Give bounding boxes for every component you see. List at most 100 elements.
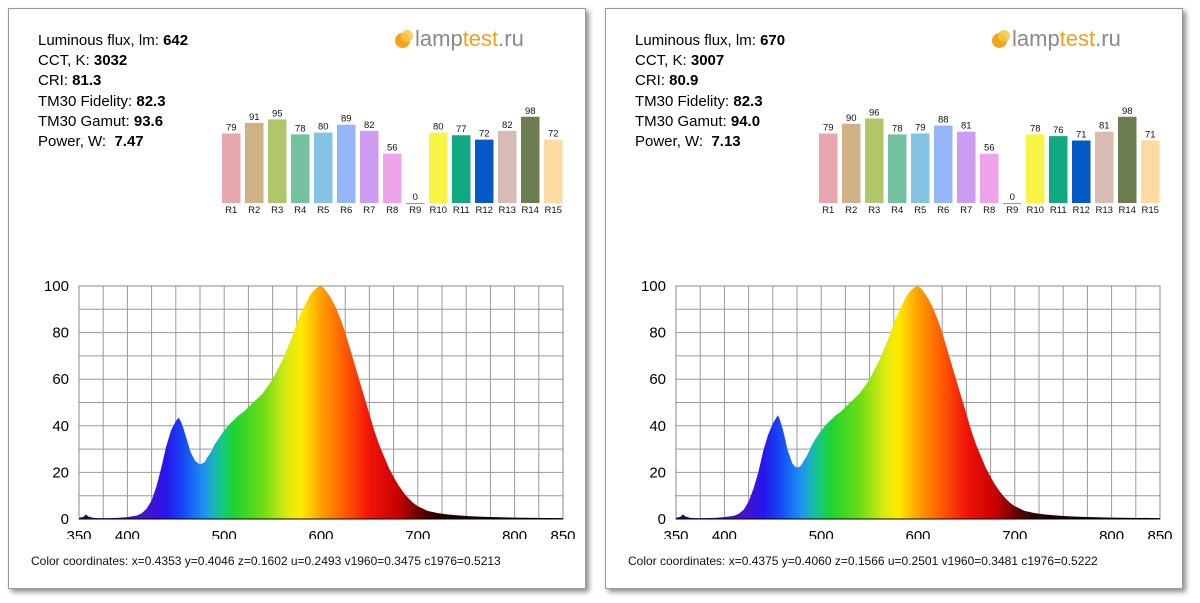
cri-value-label: 78 <box>1030 123 1041 134</box>
x-tick-label: 400 <box>115 528 140 539</box>
color-coordinates: Color coordinates: x=0.4353 y=0.4046 z=0… <box>31 554 501 568</box>
cri-value-label: 81 <box>961 121 972 132</box>
power-value: 7.13 <box>711 133 741 151</box>
cri-category-label: R11 <box>1050 205 1067 216</box>
y-tick-label: 60 <box>52 371 69 388</box>
cri-category-label: R4 <box>294 205 306 216</box>
cri-value-label: 77 <box>456 124 467 135</box>
tm30-fidelity-value: 82.3 <box>733 92 763 110</box>
cri-value-label: 71 <box>1145 130 1156 141</box>
x-tick-label: 350 <box>663 528 688 539</box>
spectrum-area <box>79 286 563 519</box>
y-tick-label: 40 <box>649 418 666 435</box>
cri-category-label: R14 <box>522 205 539 216</box>
cct-value: 3032 <box>93 52 128 70</box>
cri-value-label: 72 <box>479 129 490 140</box>
cri-category-label: R1 <box>225 205 237 216</box>
cri-value-label: 80 <box>433 122 444 133</box>
cri-category-label: R10 <box>430 205 447 216</box>
cri-category-label: R6 <box>937 205 949 216</box>
cri-category-label: R8 <box>983 205 995 216</box>
cri-bar <box>1049 136 1068 203</box>
stats-block: Luminous flux, lm: 642 CCT, K: 3032 CRI:… <box>38 31 188 152</box>
cri-bar-chart: 79 R1 91 R2 95 R3 78 R4 80 R5 89 R6 82 R7 56 R8 0 R9 80 R10… <box>222 106 563 216</box>
cri-bar <box>888 134 907 203</box>
cri-value-label: 56 <box>387 143 398 154</box>
cri-value-label: 56 <box>984 143 995 154</box>
cri-bar <box>360 130 379 203</box>
x-tick-label: 600 <box>905 528 930 539</box>
cri-bar <box>934 125 953 203</box>
x-tick-label: 500 <box>809 528 834 539</box>
cri-bar <box>498 130 517 203</box>
cri-category-label: R12 <box>476 205 493 216</box>
color-coordinates: Color coordinates: x=0.4375 y=0.4060 z=0… <box>628 554 1098 568</box>
x-tick-label: 700 <box>405 528 430 539</box>
x-tick-label: 800 <box>1099 528 1124 539</box>
x-tick-label: 800 <box>502 528 527 539</box>
tm30-gamut-row: TM30 Gamut: 93.6 <box>38 112 164 130</box>
x-tick-label: 700 <box>1002 528 1027 539</box>
cri-bar <box>1003 203 1022 204</box>
tm30-fidelity-row: TM30 Fidelity: 82.3 <box>635 92 763 110</box>
y-tick-label: 80 <box>52 325 69 342</box>
cri-category-label: R2 <box>845 205 857 216</box>
cri-bar <box>429 132 448 203</box>
cri-bar <box>521 116 540 203</box>
luminous-flux-value: 642 <box>163 32 189 49</box>
power-row: Power, W: 7.47 <box>38 133 144 151</box>
cri-bar <box>337 124 356 203</box>
cri-value-label: 89 <box>341 114 352 125</box>
cri-category-label: R13 <box>499 205 516 216</box>
x-tick-label: 400 <box>712 528 737 539</box>
lamptest-logo: lamp test .ru <box>395 26 524 52</box>
tm30-gamut-value: 94.0 <box>730 112 761 130</box>
y-tick-label: 100 <box>641 278 666 295</box>
cri-bar <box>1026 134 1045 203</box>
cri-category-label: R6 <box>340 205 352 216</box>
x-tick-label: 850 <box>1147 528 1172 539</box>
bulb-icon <box>395 29 413 48</box>
cct-row: CCT, K: 3032 <box>38 52 128 70</box>
cri-value-label: 79 <box>226 122 237 133</box>
cri-bar <box>314 132 333 203</box>
cri-category-label: R5 <box>317 205 329 216</box>
cri-bar <box>911 133 930 203</box>
cri-bar <box>222 133 241 203</box>
cri-category-label: R15 <box>545 205 562 216</box>
y-tick-label: 0 <box>61 511 69 528</box>
tm30-fidelity-row: TM30 Fidelity: 82.3 <box>38 92 166 110</box>
measurement-panel: Luminous flux, lm: 642 CCT, K: 3032 CRI:… <box>8 8 586 589</box>
cri-value-label: 81 <box>1099 121 1110 132</box>
cri-bar <box>1072 140 1091 203</box>
y-tick-label: 20 <box>52 464 69 481</box>
cri-bar <box>819 133 838 203</box>
cri-value-label: 82 <box>502 120 513 131</box>
cri-category-label: R5 <box>914 205 926 216</box>
y-tick-label: 0 <box>658 511 666 528</box>
luminous-flux-value: 670 <box>760 32 786 49</box>
cri-row: CRI: 81.3 <box>38 72 102 90</box>
power-row: Power, W: 7.13 <box>635 133 741 151</box>
measurement-panel: Luminous flux, lm: 670 CCT, K: 3007 CRI:… <box>605 8 1183 589</box>
cri-category-label: R13 <box>1096 205 1113 216</box>
cri-bar <box>475 139 494 203</box>
cri-bar <box>291 134 310 203</box>
luminous-flux-row: Luminous flux, lm: 670 <box>635 32 786 49</box>
cri-value-label: 95 <box>272 108 283 119</box>
cri-value-label: 78 <box>892 123 903 134</box>
bulb-icon <box>992 29 1010 48</box>
cct-value: 3007 <box>690 52 725 70</box>
x-tick-label: 500 <box>212 528 237 539</box>
cri-value-label: 96 <box>869 108 880 119</box>
cri-row: CRI: 80.9 <box>635 72 699 90</box>
x-tick-label: 350 <box>66 528 91 539</box>
stats-block: Luminous flux, lm: 670 CCT, K: 3007 CRI:… <box>635 31 785 152</box>
cri-value: 80.9 <box>669 72 699 90</box>
cri-value-label: 0 <box>413 192 418 203</box>
y-tick-label: 100 <box>44 278 69 295</box>
cri-bar <box>245 122 264 203</box>
cri-category-label: R9 <box>1006 205 1018 216</box>
y-tick-label: 20 <box>649 464 666 481</box>
cri-value-label: 82 <box>364 120 375 131</box>
